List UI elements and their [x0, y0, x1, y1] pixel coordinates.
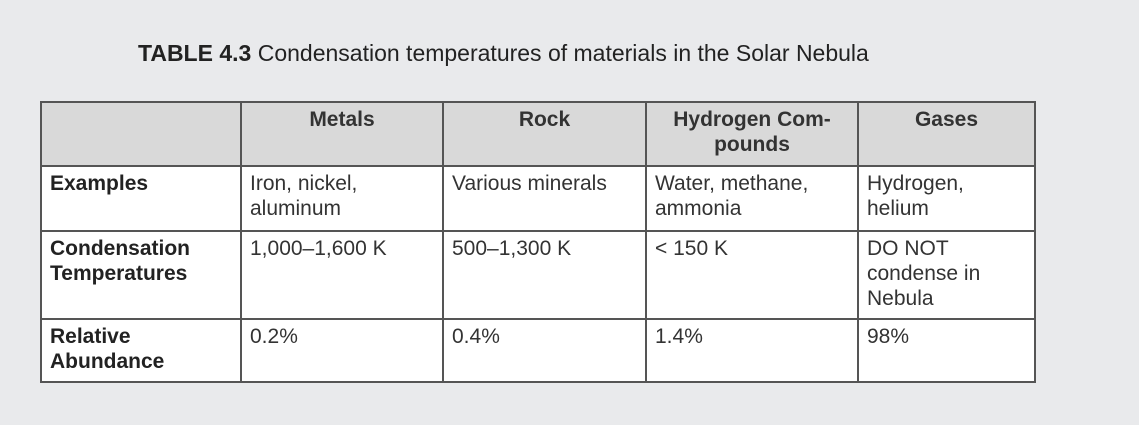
- row-label: Examples: [40, 165, 242, 232]
- row-label: Condensation Temperatures: [40, 230, 242, 320]
- table-cell: Water, methane, ammonia: [645, 165, 859, 232]
- table-cell: Iron, nickel, aluminum: [240, 165, 444, 232]
- header-cell: Hydrogen Com- pounds: [645, 101, 859, 167]
- caption: TABLE 4.3 Condensation temperatures of m…: [138, 40, 869, 67]
- table-row: Relative Abundance 0.2% 0.4% 1.4% 98%: [40, 318, 1036, 383]
- table-cell: DO NOT condense in Nebula: [857, 230, 1036, 320]
- header-cell: [40, 101, 242, 167]
- table-body: Examples Iron, nickel, aluminum Various mi…: [40, 165, 1036, 383]
- table-cell: 98%: [857, 318, 1036, 383]
- table-row: Examples Iron, nickel, aluminum Various mi…: [40, 165, 1036, 232]
- table-cell: 1.4%: [645, 318, 859, 383]
- row-label: Relative Abundance: [40, 318, 242, 383]
- table-cell: 500–1,300 K: [442, 230, 647, 320]
- header-cell: Metals: [240, 101, 444, 167]
- header-cell: Gases: [857, 101, 1036, 167]
- header-cell: Rock: [442, 101, 647, 167]
- table-cell: 0.4%: [442, 318, 647, 383]
- table-cell: Various minerals: [442, 165, 647, 232]
- caption-label: TABLE 4.3: [138, 40, 252, 66]
- caption-text: Condensation temperatures of materials i…: [257, 40, 869, 66]
- table-row: Condensation Temperatures 1,000–1,600 K 50…: [40, 230, 1036, 320]
- table-cell: 1,000–1,600 K: [240, 230, 444, 320]
- table-cell: Hydrogen, helium: [857, 165, 1036, 232]
- table-cell: 0.2%: [240, 318, 444, 383]
- header-row: Metals Rock Hydrogen Com- pounds Gases: [40, 101, 1036, 167]
- table: Metals Rock Hydrogen Com- pounds Gases Exam…: [40, 101, 1036, 383]
- table-cell: < 150 K: [645, 230, 859, 320]
